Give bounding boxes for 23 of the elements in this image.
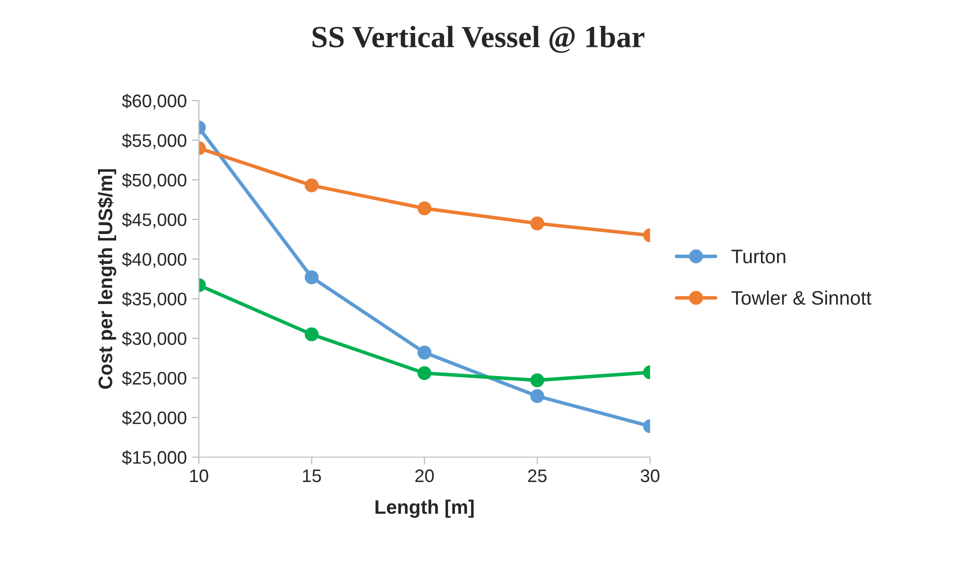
y-tick-label: $20,000: [122, 410, 186, 426]
legend-label: Towler & Sinnott: [731, 290, 872, 305]
y-tick-label: $35,000: [122, 292, 186, 308]
y-tick-label: $25,000: [122, 371, 186, 387]
y-axis-title: Cost per length [US$/m]: [98, 169, 116, 389]
y-tick-label: $45,000: [122, 212, 186, 228]
x-tick-label: 10: [190, 469, 208, 482]
legend-label: Turton: [731, 250, 786, 264]
y-tick-label: $40,000: [122, 252, 186, 268]
y-tick-label: $50,000: [122, 173, 186, 189]
x-tick-label: 30: [640, 469, 660, 482]
y-tick-label: $30,000: [122, 331, 186, 348]
point: [418, 346, 432, 360]
y-tick-label: $55,000: [122, 133, 186, 150]
x-axis-title: Length [m]: [376, 500, 474, 518]
point: [418, 366, 432, 380]
y-tick-label: $60,000: [122, 94, 186, 110]
point: [418, 201, 432, 216]
x-tick-label: 20: [415, 469, 434, 482]
x-tick-label: 25: [528, 469, 547, 482]
y-tick-label: $15,000: [122, 450, 186, 466]
x-tick-label: 15: [302, 470, 321, 482]
chart-title: SS Vertical Vessel @ 1bar: [312, 26, 644, 53]
